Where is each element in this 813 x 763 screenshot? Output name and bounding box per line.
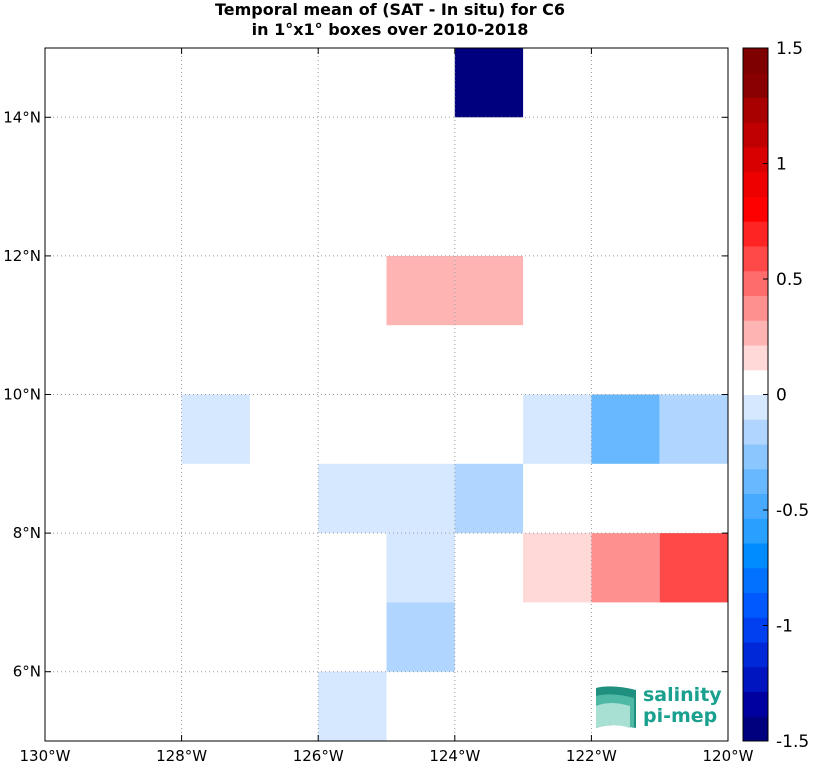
colorbar-swatch	[743, 270, 768, 296]
colorbar-tick-label: -0.5	[776, 501, 809, 521]
colorbar-swatch	[743, 642, 768, 668]
heatmap-cell	[454, 48, 524, 118]
heatmap-cell	[386, 602, 455, 672]
colorbar-tick-label: 0.5	[776, 270, 803, 290]
colorbar-swatch	[743, 196, 768, 222]
colorbar-swatch	[743, 716, 768, 742]
colorbar-swatch	[743, 419, 768, 445]
heatmap-cell	[318, 463, 387, 534]
colorbar-swatch	[743, 617, 768, 643]
colorbar-tick-label: 1.5	[776, 39, 803, 59]
heatmap-cell	[591, 394, 660, 464]
chart-title-line-2: in 1°x1° boxes over 2010-2018	[251, 20, 529, 39]
colorbar-swatch	[743, 48, 768, 74]
colorbar-swatch	[743, 246, 768, 272]
colorbar-swatch	[743, 592, 768, 618]
colorbar-tick-label: -1	[776, 617, 793, 637]
heatmap-cell	[659, 533, 728, 603]
colorbar: -1.5 -1 -0.5 0 0.5 1 1.5	[742, 39, 809, 752]
colorbar-swatch	[743, 295, 768, 321]
y-tick-label: 12°N	[3, 247, 41, 265]
heatmap-cell	[318, 671, 387, 741]
colorbar-swatch	[743, 567, 768, 593]
colorbar-swatch	[743, 666, 768, 692]
logo-text-line-1: salinity	[643, 684, 722, 706]
colorbar-swatch	[743, 518, 768, 544]
colorbar-swatch	[743, 97, 768, 123]
logo-wave-icon	[596, 686, 636, 728]
cells-layer	[181, 48, 728, 741]
colorbar-swatch	[743, 543, 768, 569]
colorbar-swatch	[743, 444, 768, 470]
colorbar-swatch	[743, 493, 768, 519]
x-tick-label: 124°W	[429, 747, 480, 763]
heatmap-cell	[386, 533, 455, 603]
colorbar-swatch	[743, 468, 768, 494]
heatmap-cell	[386, 463, 455, 534]
chart-title-line-1: Temporal mean of (SAT - In situ) for C6	[214, 0, 566, 19]
x-tick-label: 130°W	[20, 747, 71, 763]
x-tick-label: 120°W	[703, 747, 754, 763]
colorbar-swatch	[743, 369, 768, 395]
colorbar-tick-label: 0	[776, 386, 787, 406]
colorbar-swatch	[743, 122, 768, 148]
colorbar-swatch	[743, 171, 768, 197]
colorbar-swatch	[743, 147, 768, 173]
salinity-pimep-logo: salinity pi-mep	[596, 684, 722, 728]
colorbar-swatch	[743, 72, 768, 98]
heatmap-cell	[659, 394, 728, 464]
x-tick-label: 126°W	[293, 747, 344, 763]
heatmap-cell	[523, 533, 592, 603]
heatmap-cell	[386, 255, 455, 326]
colorbar-swatch	[743, 691, 768, 717]
colorbar-tick-label: -1.5	[776, 732, 809, 752]
colorbar-swatch	[743, 394, 768, 420]
heatmap-cell	[523, 394, 592, 464]
x-tick-label: 122°W	[566, 747, 617, 763]
heatmap-cell	[454, 463, 524, 534]
heatmap-cell	[591, 533, 660, 603]
axis-layer: 130°W 128°W 126°W 124°W 122°W 120°W 6°N 8°N 10°N…	[3, 48, 754, 763]
heatmap-cell	[181, 394, 250, 464]
y-tick-label: 8°N	[13, 524, 41, 542]
heatmap-cell	[454, 255, 524, 326]
y-tick-label: 10°N	[3, 386, 41, 404]
colorbar-swatch	[743, 345, 768, 371]
colorbar-swatch	[743, 320, 768, 346]
colorbar-swatch	[743, 221, 768, 247]
logo-text-line-2: pi-mep	[643, 705, 717, 727]
y-tick-label: 6°N	[13, 663, 41, 681]
y-tick-label: 14°N	[3, 108, 41, 126]
colorbar-tick-label: 1	[776, 155, 787, 175]
x-tick-label: 128°W	[156, 747, 207, 763]
